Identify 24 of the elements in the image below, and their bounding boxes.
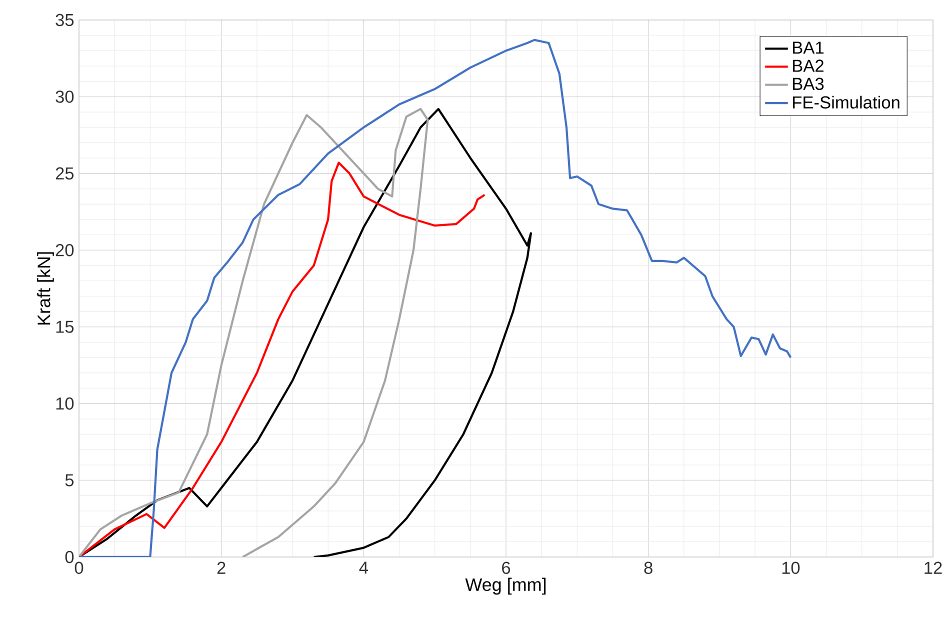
y-tick-label: 20 <box>56 244 74 256</box>
y-tick-label: 35 <box>56 14 74 26</box>
x-tick-label: 8 <box>644 562 652 574</box>
x-tick-label: 0 <box>74 562 84 574</box>
legend-label: BA2 <box>793 60 824 72</box>
x-tick-label: 2 <box>217 562 226 574</box>
x-tick-label: 4 <box>359 562 368 574</box>
legend-label: BA3 <box>793 78 824 90</box>
line-series <box>79 108 429 557</box>
y-tick-label: 15 <box>56 320 74 333</box>
line-series <box>79 38 792 557</box>
legend-label: FE-Simulation <box>793 96 900 109</box>
x-tick-label: 12 <box>924 562 942 574</box>
x-tick-label: 6 <box>502 562 510 574</box>
y-axis-title: Kraft [kN] <box>37 252 54 325</box>
y-tick-label: 5 <box>65 474 74 486</box>
y-tick-label: 10 <box>56 397 74 410</box>
line-series <box>79 162 486 557</box>
legend-label: BA1 <box>793 42 824 54</box>
x-axis-title: Weg [mm] <box>465 578 546 595</box>
x-tick-label: 10 <box>782 562 800 574</box>
y-tick-label: 0 <box>65 550 74 564</box>
y-tick-label: 30 <box>56 90 74 103</box>
y-tick-label: 25 <box>56 167 74 180</box>
